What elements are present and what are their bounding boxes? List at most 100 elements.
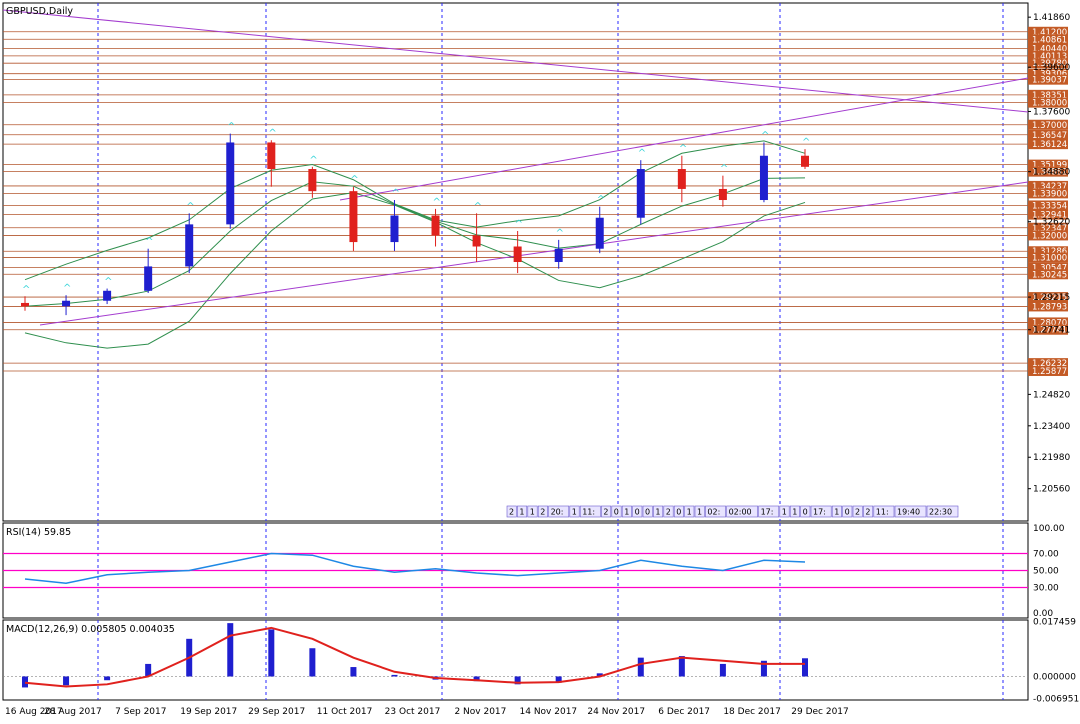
- candle-body: [718, 188, 727, 201]
- candle: ^: [62, 283, 71, 316]
- time-tag-box: [842, 505, 853, 518]
- candle-body: [226, 142, 235, 225]
- macd-histogram-bar: [555, 676, 562, 683]
- candle-body: [21, 302, 29, 307]
- macd-histogram-bar: [719, 663, 726, 677]
- time-tag-text: 0: [676, 508, 681, 517]
- candle-body: [636, 169, 645, 218]
- price-level-tag: [1028, 252, 1068, 263]
- candle: ^: [801, 137, 810, 170]
- time-tag: 0: [611, 505, 622, 518]
- price-level-label: 1.38351: [1032, 91, 1067, 101]
- macd-pane: [2, 619, 1029, 701]
- time-tag-box: [517, 505, 528, 518]
- time-tag-box: [601, 505, 612, 518]
- price-level-label: 1.36547: [1032, 131, 1067, 141]
- price-level-tag: [1028, 324, 1068, 335]
- time-tag: 02:00: [726, 505, 758, 518]
- price-level-tag: [1028, 200, 1068, 211]
- date-tick-label: 14 Nov 2017: [520, 707, 578, 717]
- time-tag-text: 1: [624, 508, 629, 517]
- price-axis-label: 1.23400: [1033, 422, 1070, 432]
- candle: ^: [185, 201, 195, 274]
- price-level-tag: [1028, 365, 1068, 376]
- time-tag: 1: [517, 505, 528, 518]
- date-tick-label: 6 Dec 2017: [658, 707, 710, 717]
- macd-axis-label: -0.006951: [1033, 694, 1079, 704]
- rsi-axis-label: 30.00: [1033, 584, 1059, 594]
- candle-body: [308, 169, 317, 192]
- time-tag-box: [621, 505, 632, 518]
- time-tag-box: [726, 505, 758, 518]
- time-tag-text: 1: [572, 508, 577, 517]
- macd-histogram-bar: [473, 676, 480, 682]
- time-tag-text: 11:: [876, 508, 889, 517]
- time-tag-text: 19:40: [897, 508, 920, 517]
- date-tick-label: 19 Sep 2017: [180, 707, 237, 717]
- fractal-marker: ^: [63, 283, 71, 294]
- rsi-axis-label: 100.00: [1033, 524, 1065, 534]
- time-tag-text: 1: [792, 508, 797, 517]
- trend-line-channel-top: [339, 77, 1029, 201]
- time-tag-box: [642, 505, 653, 518]
- candle-body: [349, 191, 358, 243]
- price-level-label: 1.31000: [1032, 254, 1067, 264]
- time-tag-text: 1: [655, 508, 660, 517]
- trend-line-up: [39, 181, 1029, 326]
- candle-body: [759, 155, 768, 201]
- macd-histogram-bar: [268, 629, 275, 677]
- candle: ^: [390, 188, 400, 251]
- price-level-label: 1.30245: [1032, 270, 1067, 280]
- time-tag: 19:40: [894, 505, 927, 518]
- time-tag-text: 0: [803, 508, 808, 517]
- price-level-label: 1.39780: [1032, 59, 1067, 69]
- time-tag: 2: [506, 505, 517, 518]
- macd-histogram-bar: [637, 657, 644, 677]
- rsi-axis-label: 0.00: [1033, 609, 1053, 619]
- date-tick-label: 7 Sep 2017: [115, 707, 166, 717]
- time-tag-text: 2: [540, 508, 545, 517]
- price-level-label: 1.29215: [1032, 293, 1067, 303]
- candle: ^: [21, 284, 30, 311]
- time-tag-box: [758, 505, 780, 518]
- fractal-marker: ^: [802, 137, 810, 148]
- time-tag-box: [569, 505, 580, 518]
- time-tag: 11:: [579, 505, 601, 518]
- price-level-tag: [1028, 358, 1068, 369]
- price-level-label: 1.41200: [1032, 28, 1067, 38]
- rsi-axis-label: 50.00: [1033, 567, 1059, 577]
- time-tag-box: [579, 505, 601, 518]
- price-level-label: 1.31286: [1032, 247, 1067, 257]
- time-tag-text: 2: [865, 508, 870, 517]
- candle: ^: [308, 155, 318, 198]
- fractal-marker: ^: [515, 219, 523, 230]
- price-level-label: 1.28793: [1032, 302, 1067, 312]
- time-tag-text: 1: [519, 508, 524, 517]
- time-tag-text: 1: [530, 508, 535, 517]
- candle: ^: [349, 175, 359, 251]
- price-level-label: 1.40440: [1032, 45, 1067, 55]
- time-tag: 2: [601, 505, 612, 518]
- time-tag: 1: [527, 505, 538, 518]
- time-tag: 1: [779, 505, 790, 518]
- time-tag-text: 02:: [707, 508, 720, 517]
- date-tick-label: 24 Nov 2017: [587, 707, 645, 717]
- time-tag: 22:30: [926, 505, 959, 518]
- candle: ^: [513, 219, 523, 274]
- macd-histogram-bar: [760, 660, 767, 677]
- candle-body: [472, 235, 481, 247]
- date-tick-label: 16 Aug 2017: [5, 707, 63, 717]
- price-level-tag: [1028, 43, 1068, 54]
- time-tag: 0: [673, 505, 684, 518]
- price-axis-label: 1.20560: [1033, 485, 1070, 495]
- price-level-tag: [1028, 119, 1068, 130]
- price-level-tag: [1028, 89, 1068, 100]
- price-level-tag: [1028, 74, 1068, 85]
- time-tag-text: 02:00: [729, 508, 752, 517]
- time-tag-box: [673, 505, 684, 518]
- fractal-marker: ^: [227, 122, 235, 133]
- price-level-label: 1.39037: [1032, 76, 1067, 86]
- time-tag: 1: [621, 505, 632, 518]
